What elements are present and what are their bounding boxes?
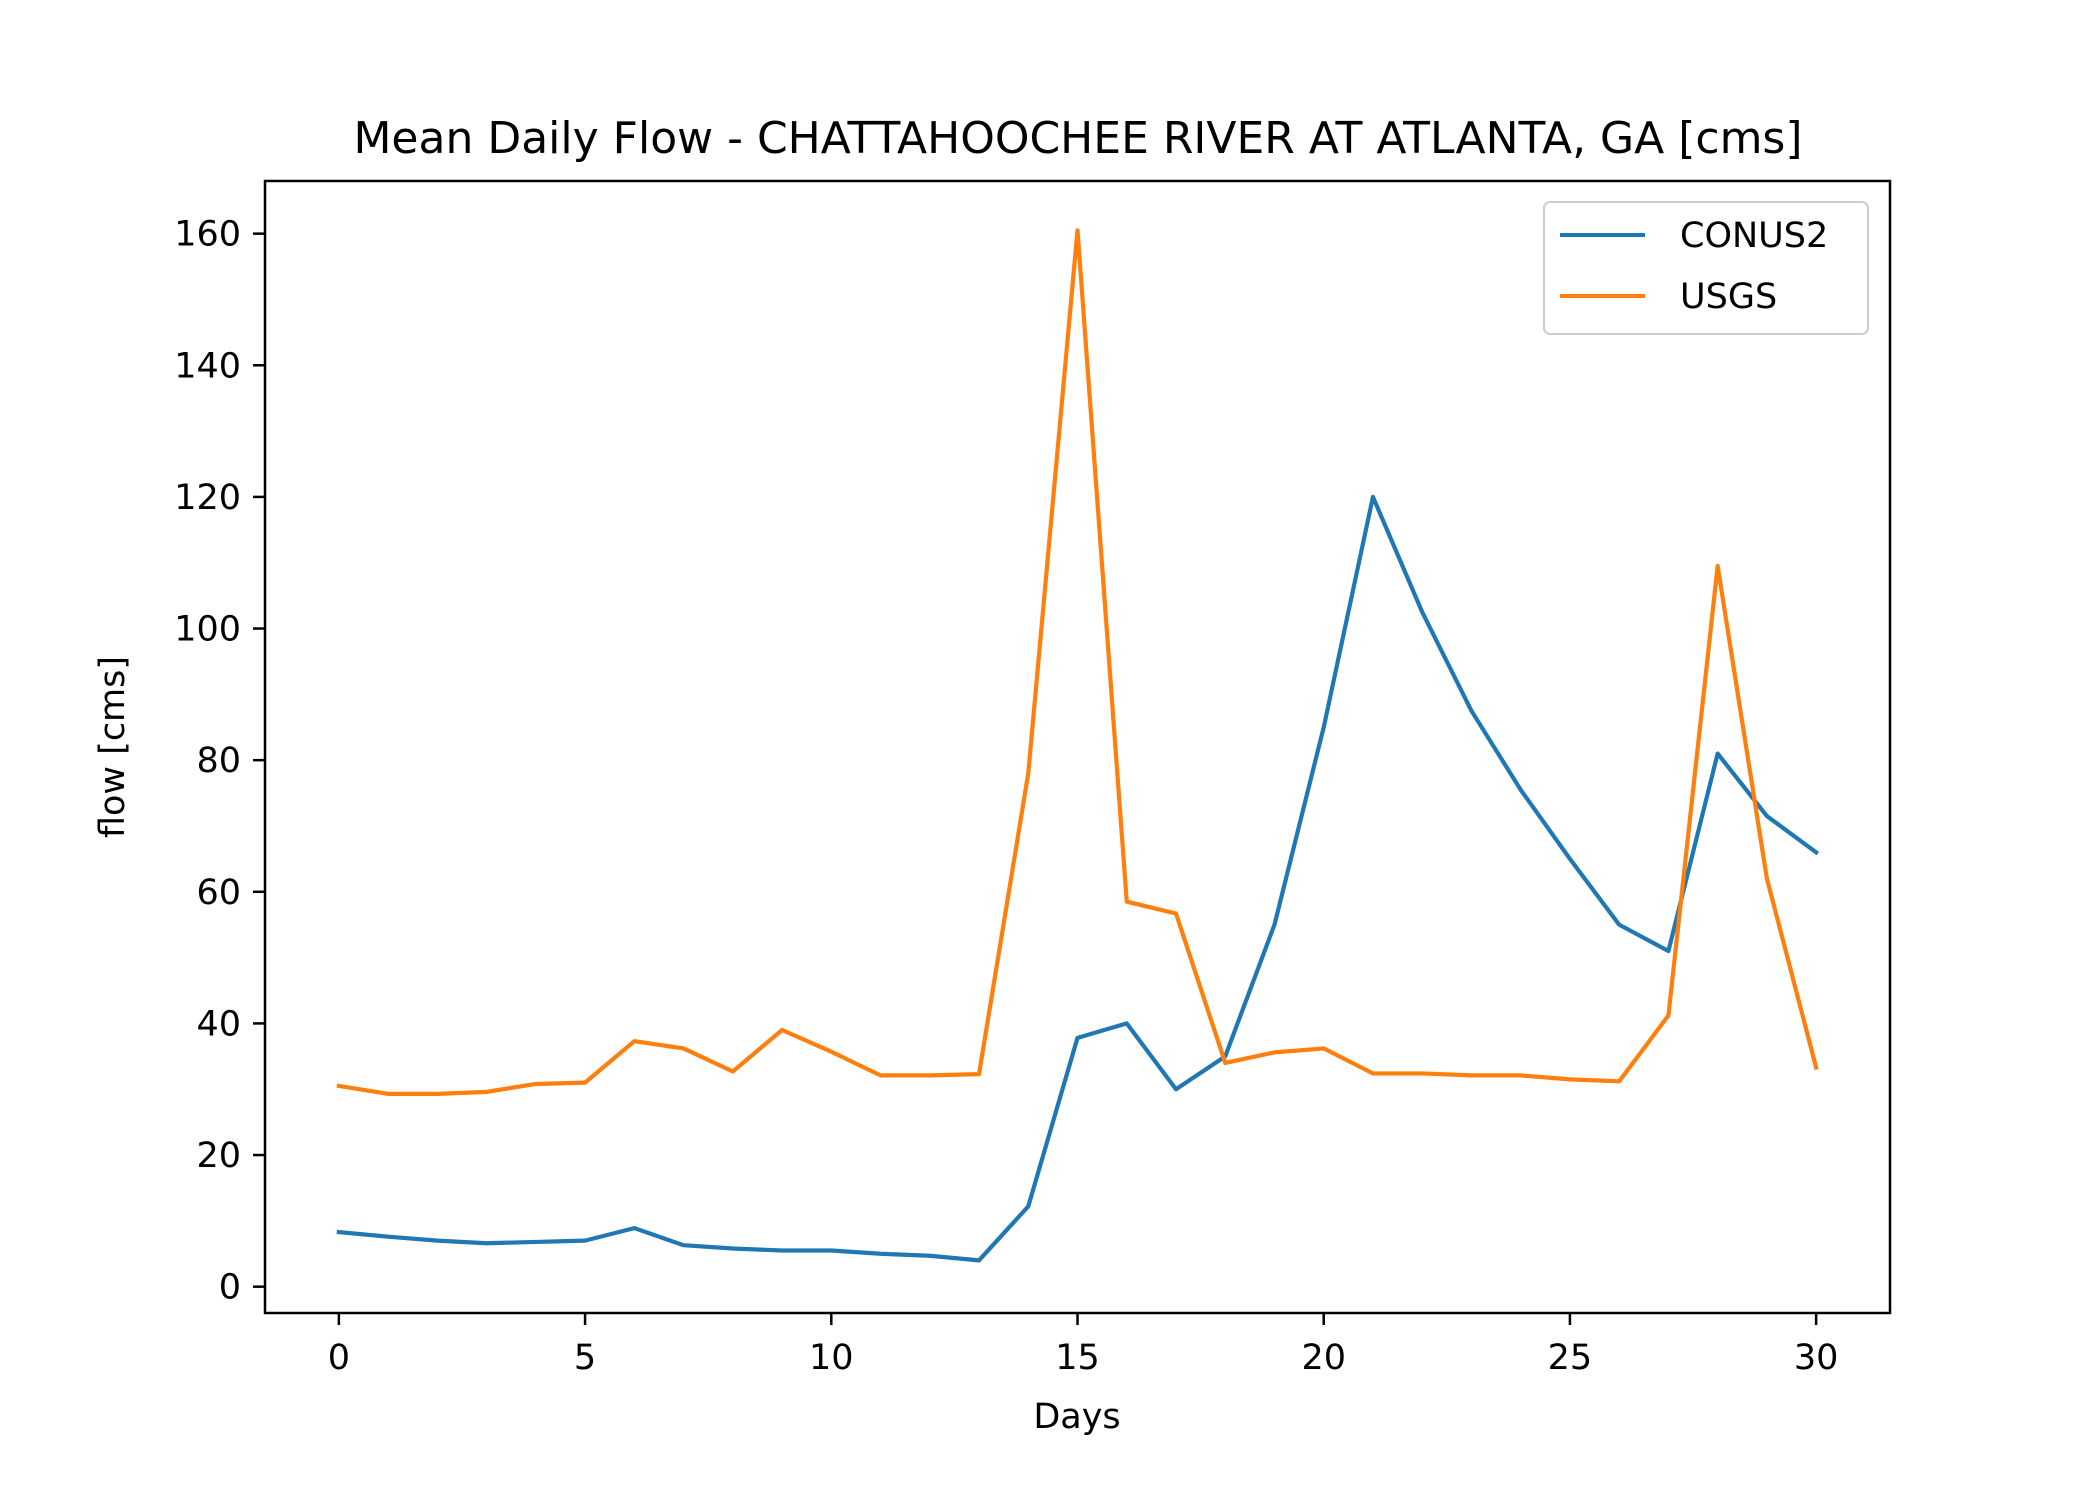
y-tick-label: 60 (196, 873, 241, 913)
x-axis-label: Days (1033, 1397, 1120, 1437)
y-tick-label: 160 (174, 215, 241, 255)
y-tick-label: 0 (219, 1268, 241, 1308)
series-line-conus2 (336, 494, 1820, 1263)
y-tick-label: 40 (196, 1004, 241, 1044)
x-tick-label: 30 (1794, 1338, 1839, 1378)
x-tick-label: 20 (1301, 1338, 1346, 1378)
legend-label-conus2: CONUS2 (1680, 216, 1828, 256)
y-tick-label: 140 (174, 346, 241, 386)
x-axis-ticks: 0 5 10 15 20 25 30 (328, 1313, 1839, 1378)
x-tick-label: 25 (1548, 1338, 1593, 1378)
plot-frame (263, 179, 1892, 1315)
legend: CONUS2 USGS (1543, 201, 1869, 335)
legend-label-usgs: USGS (1680, 277, 1777, 317)
y-axis-label: flow [cms] (93, 656, 133, 838)
y-tick-label: 80 (196, 741, 241, 781)
y-axis-ticks: 0 20 40 60 80 100 120 140 160 (174, 215, 265, 1308)
x-tick-label: 15 (1055, 1338, 1100, 1378)
x-tick-label: 10 (809, 1338, 854, 1378)
chart-title: Mean Daily Flow - CHATTAHOOCHEE RIVER AT… (353, 113, 1802, 164)
y-tick-label: 100 (174, 610, 241, 650)
y-tick-label: 120 (174, 478, 241, 518)
x-tick-label: 5 (574, 1338, 596, 1378)
x-tick-label: 0 (328, 1338, 350, 1378)
series-layer (336, 228, 1820, 1263)
y-tick-label: 20 (196, 1136, 241, 1176)
series-line-usgs (336, 228, 1819, 1096)
